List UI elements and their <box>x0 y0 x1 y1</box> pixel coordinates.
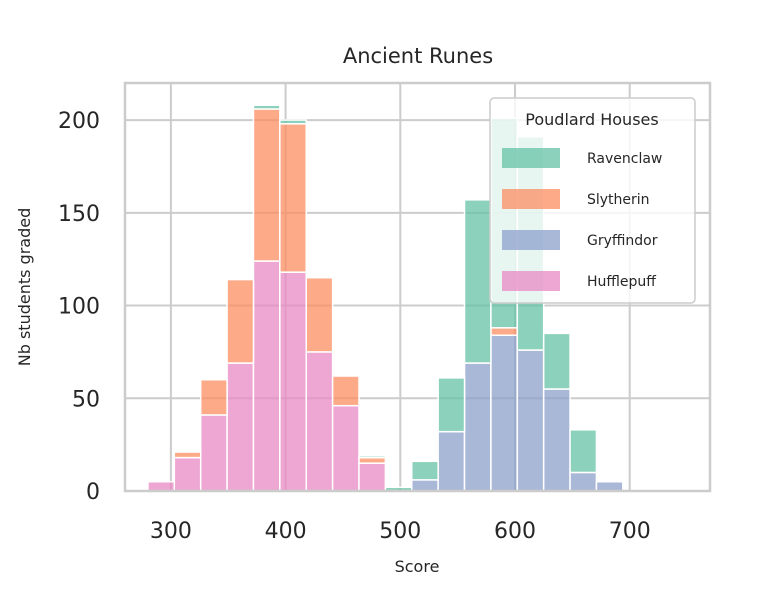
bar-gryffindor <box>569 471 598 492</box>
bar-gryffindor <box>595 480 624 492</box>
legend-label-gryffindor: Gryffindor <box>587 233 658 249</box>
legend-label-slytherin: Slytherin <box>587 192 650 208</box>
bar-hufflepuff <box>226 362 255 492</box>
bar-slytherin <box>490 327 519 336</box>
bar-slytherin <box>199 378 228 416</box>
y-axis-title: Nb students graded <box>15 208 34 367</box>
legend-swatch-slytherin <box>502 189 560 209</box>
bar-ravenclaw <box>358 455 387 459</box>
bar-slytherin <box>305 276 334 353</box>
bar-ravenclaw <box>542 332 571 390</box>
y-tick-label: 200 <box>58 109 100 134</box>
bar-hufflepuff <box>173 456 202 492</box>
x-tick-label: 600 <box>494 519 536 544</box>
bar-gryffindor <box>437 430 466 492</box>
x-axis-title: Score <box>395 557 440 576</box>
legend-swatch-gryffindor <box>502 230 560 250</box>
bar-slytherin <box>226 278 255 364</box>
y-tick-label: 150 <box>58 202 100 227</box>
bar-hufflepuff <box>147 480 176 492</box>
bar-slytherin <box>358 456 387 464</box>
bar-hufflepuff <box>252 260 281 492</box>
bar-slytherin <box>331 375 360 407</box>
legend-swatch-ravenclaw <box>502 148 560 168</box>
x-tick-labels: 300 400 500 600 700 <box>150 519 651 544</box>
legend-label-ravenclaw: Ravenclaw <box>587 151 662 167</box>
bar-slytherin <box>173 451 202 459</box>
plot-frame <box>123 81 712 493</box>
y-tick-label: 100 <box>58 295 100 320</box>
bar-gryffindor <box>542 388 571 492</box>
plot-border <box>123 81 712 493</box>
bar-gryffindor <box>463 362 492 492</box>
bar-ravenclaw <box>279 119 307 125</box>
bar-hufflepuff <box>331 404 360 492</box>
bar-slytherin <box>279 123 307 273</box>
bar-hufflepuff <box>358 462 387 492</box>
bar-hufflepuff <box>279 271 307 492</box>
bar-ravenclaw <box>411 460 439 481</box>
bar-hufflepuff <box>199 414 228 492</box>
legend-label-hufflepuff: Hufflepuff <box>587 274 656 290</box>
x-tick-label: 700 <box>609 519 651 544</box>
bar-slytherin <box>252 108 281 262</box>
bar-ravenclaw <box>437 377 466 433</box>
x-tick-label: 400 <box>265 519 307 544</box>
y-tick-label: 0 <box>86 480 100 505</box>
bar-gryffindor <box>516 349 545 492</box>
legend: Poudlard Houses Ravenclaw Slytherin Gryffin… <box>489 97 696 304</box>
y-tick-label: 50 <box>72 387 100 412</box>
x-tick-label: 300 <box>150 519 192 544</box>
bar-gryffindor <box>411 479 439 492</box>
chart-title: Ancient Runes <box>343 44 493 68</box>
bar-gryffindor <box>490 334 519 492</box>
y-tick-labels: 0 50 100 150 200 <box>58 109 100 505</box>
bar-ravenclaw <box>252 104 281 110</box>
bar-ravenclaw <box>463 199 492 364</box>
legend-title: Poudlard Houses <box>525 110 658 129</box>
bar-hufflepuff <box>305 351 334 492</box>
bar-ravenclaw <box>569 429 598 474</box>
legend-swatch-hufflepuff <box>502 271 560 291</box>
x-tick-label: 500 <box>379 519 421 544</box>
